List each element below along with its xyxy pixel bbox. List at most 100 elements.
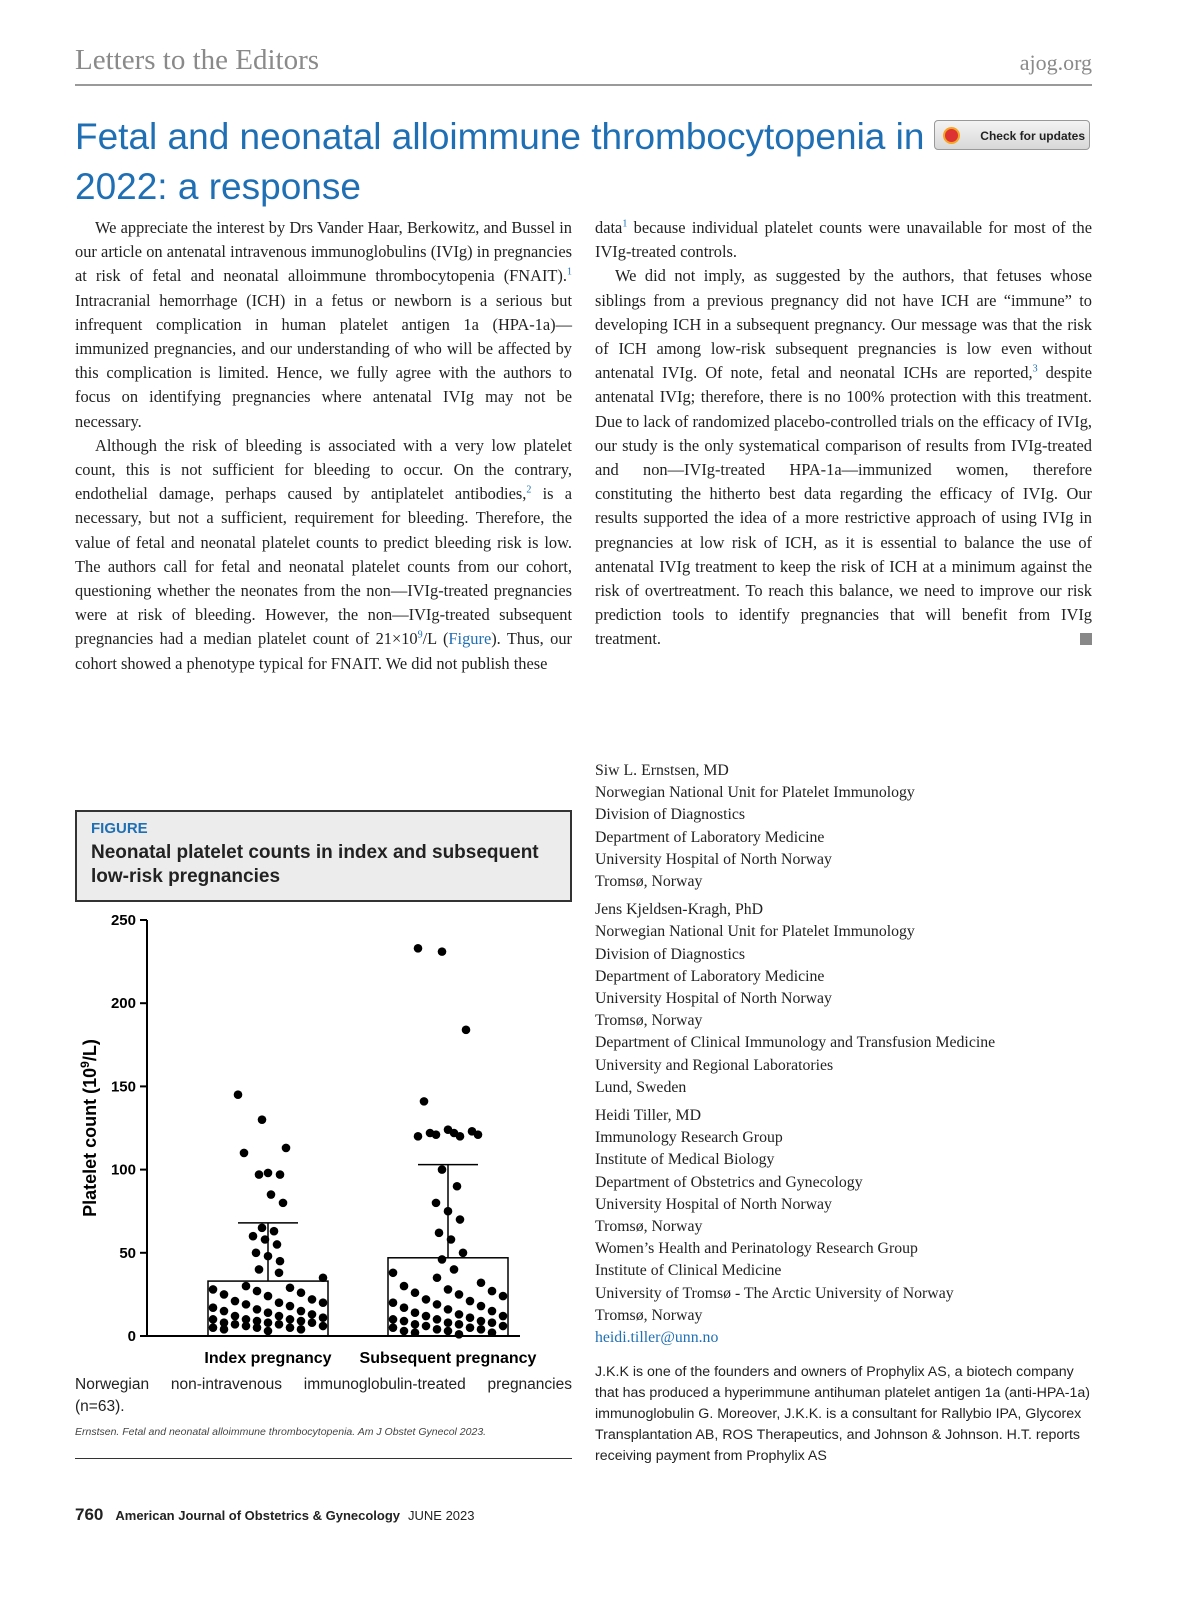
affiliation: University Hospital of North Norway [595,850,832,868]
y-tick-label: 150 [111,1078,136,1095]
affiliation: Tromsø, Norway [595,873,703,891]
data-point [388,1315,398,1324]
data-point [208,1303,218,1313]
data-point [296,1325,306,1334]
data-point [449,1265,459,1274]
affiliation: Department of Clinical Immunology and Tr… [595,1034,996,1052]
figure-header: FIGURE Neonatal platelet counts in index… [75,810,572,902]
label-part: 9 [78,1061,92,1068]
affiliation: Immunology Research Group [595,1129,783,1147]
y-tick-label: 200 [111,995,136,1012]
data-point [230,1320,240,1329]
affiliation: Tromsø, Norway [595,1012,703,1030]
affiliation: Norwegian National Unit for Platelet Imm… [595,923,915,941]
data-point [432,1273,442,1283]
affiliation: University Hospital of North Norway [595,990,832,1008]
affiliation: Norwegian National Unit for Platelet Imm… [595,784,915,802]
author-name: Heidi Tiller, MD [595,1107,702,1125]
data-point [437,947,447,956]
left-column: We appreciate the interest by Drs Vander… [75,216,572,676]
data-point [410,1308,420,1318]
author-email[interactable]: heidi.tiller@unn.no [595,1329,719,1347]
affiliation: Lund, Sweden [595,1078,687,1096]
affiliation: Division of Diagnostics [595,806,746,824]
data-point [437,1255,447,1264]
data-point [431,1130,441,1139]
author-name: Jens Kjeldsen-Kragh, PhD [595,901,764,919]
data-point [421,1321,431,1331]
data-point [274,1268,284,1278]
affiliation: Tromsø, Norway [595,1218,703,1236]
text-run: We did not imply, as suggested by the au… [595,266,1092,383]
reference[interactable]: 2 [526,484,532,496]
data-point [275,1170,285,1179]
article-title: Fetal and neonatal alloimmune thrombocyt… [75,116,925,207]
data-point [413,943,423,953]
affiliation: University Hospital of North Norway [595,1195,832,1213]
text-run: is a necessary, but not a sufficient, re… [75,484,572,649]
data-point [388,1268,398,1278]
y-tick-label: 100 [111,1162,136,1179]
reference[interactable]: 3 [1032,363,1038,375]
data-point [252,1305,262,1314]
issue-date: JUNE 2023 [408,1508,475,1523]
data-point [410,1288,420,1298]
data-point [454,1290,464,1299]
data-point [473,1130,483,1139]
data-point [254,1170,264,1179]
figure-credit: Ernstsen. Fetal and neonatal alloimmune … [75,1426,487,1438]
data-point [318,1321,328,1331]
data-point [410,1328,420,1337]
data-point [241,1315,251,1324]
data-point [318,1298,328,1308]
data-point [399,1303,409,1313]
data-point [476,1278,486,1288]
data-point [476,1325,486,1334]
figure-rule [75,1458,572,1459]
reference[interactable]: 9 [417,629,423,641]
figure-link[interactable]: Figure [448,629,492,649]
data-point [452,1181,462,1191]
check-updates-button[interactable]: Check for updates [934,120,1090,150]
affiliation: Institute of Clinical Medicine [595,1262,782,1280]
data-point [421,1295,431,1304]
header-rule [75,84,1092,86]
y-tick-label: 0 [128,1328,136,1345]
text-run: data [595,218,623,237]
data-point [465,1296,475,1306]
data-point [296,1306,306,1316]
end-mark [1080,633,1092,646]
x-tick-label: Index pregnancy [204,1350,331,1367]
reference[interactable]: 1 [567,266,572,278]
label-part: /L) [80,1039,100,1061]
data-point [437,1165,447,1174]
y-axis-label: Platelet count (109/L) [78,1039,100,1217]
authors: Siw L. Ernstsen, MD Norwegian National Un… [595,760,995,1355]
bar [207,1280,329,1337]
page-number: 760 [75,1505,104,1524]
author-name: Siw L. Ernstsen, MD [595,762,729,779]
data-point [443,1285,453,1294]
figure-label: FIGURE [91,820,148,837]
data-point [285,1283,295,1293]
data-point [296,1288,306,1298]
data-point [399,1316,409,1326]
data-point [476,1316,486,1326]
y-tick-label: 50 [119,1245,136,1262]
data-point [219,1290,229,1299]
data-point [432,1325,442,1334]
data-point [419,1097,429,1106]
site-link[interactable]: ajog.org [1019,50,1092,75]
paragraph: data1 because individual platelet counts… [595,216,1092,264]
data-point [285,1301,295,1311]
data-point [410,1320,420,1329]
data-point [257,1115,267,1124]
paragraph: We did not imply, as suggested by the au… [595,264,1092,651]
data-point [443,1326,453,1336]
data-point [307,1295,317,1304]
paragraph: Although the risk of bleeding is associa… [75,434,572,676]
data-point [432,1315,442,1324]
reference[interactable]: 1 [622,218,628,230]
data-point [269,1226,279,1236]
